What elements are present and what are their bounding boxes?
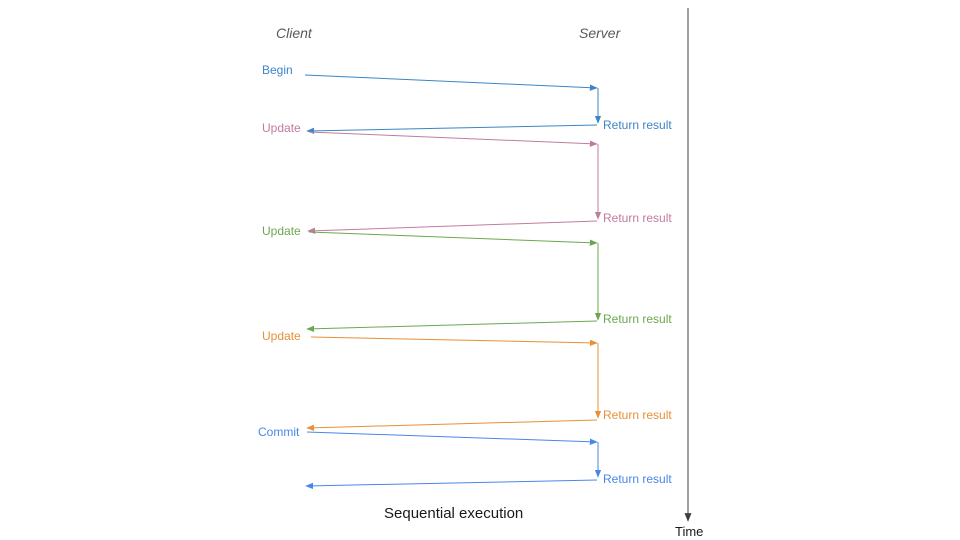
update1-label: Update <box>262 121 301 135</box>
call-update3-arrows <box>306 336 602 432</box>
time-axis-label: Time <box>675 524 704 539</box>
update2-return-arrow <box>306 320 598 333</box>
call-update2-arrows <box>306 231 602 333</box>
commit-request-arrow <box>306 431 598 445</box>
begin-return-label: Return result <box>603 118 672 132</box>
update3-request-arrow <box>310 336 598 347</box>
update2-label: Update <box>262 224 301 238</box>
begin-return-arrow <box>306 124 598 135</box>
update3-return-label: Return result <box>603 408 672 422</box>
update2-return-label: Return result <box>603 312 672 326</box>
commit-return-arrow <box>305 479 598 490</box>
client-lifeline-label: Client <box>276 25 312 41</box>
server-lifeline-label: Server <box>579 25 621 41</box>
commit-return-label: Return result <box>603 472 672 486</box>
update2-request-arrow <box>308 231 598 246</box>
update3-label: Update <box>262 329 301 343</box>
call-begin-arrows <box>304 74 602 135</box>
update1-return-arrow <box>307 220 598 234</box>
call-update1-arrows <box>307 131 602 234</box>
begin-label: Begin <box>262 63 293 77</box>
update1-return-label: Return result <box>603 211 672 225</box>
begin-request-arrow <box>304 74 598 91</box>
update3-return-arrow <box>306 419 598 432</box>
commit-label: Commit <box>258 425 300 439</box>
diagram-title: Sequential execution <box>384 505 524 522</box>
call-commit-arrows <box>305 431 602 490</box>
update1-request-arrow <box>308 131 598 147</box>
